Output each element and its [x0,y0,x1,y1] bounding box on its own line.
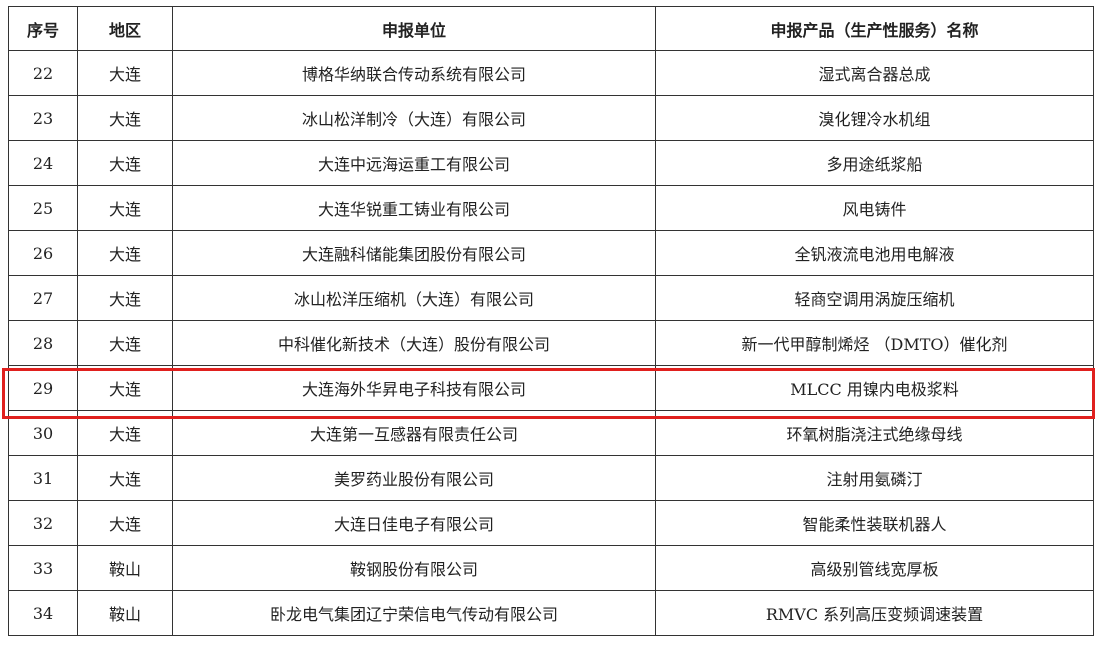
cell-index: 28 [8,320,78,366]
cell-region: 鞍山 [77,545,173,591]
table-header-row: 序号 地区 申报单位 申报产品（生产性服务）名称 [8,6,1094,51]
table-row: 27 大连 冰山松洋压缩机（大连）有限公司 轻商空调用涡旋压缩机 [8,275,1094,321]
cell-index: 27 [8,275,78,321]
cell-index: 32 [8,500,78,546]
cell-product: MLCC 用镍内电极浆料 [655,365,1094,411]
cell-product: RMVC 系列高压变频调速装置 [655,590,1094,636]
cell-company: 大连日佳电子有限公司 [172,500,656,546]
cell-index: 29 [8,365,78,411]
table-row: 31 大连 美罗药业股份有限公司 注射用氨磷汀 [8,455,1094,501]
cell-company: 美罗药业股份有限公司 [172,455,656,501]
cell-company: 鞍钢股份有限公司 [172,545,656,591]
table-row: 30 大连 大连第一互感器有限责任公司 环氧树脂浇注式绝缘母线 [8,410,1094,456]
cell-product: 全钒液流电池用电解液 [655,230,1094,276]
cell-region: 大连 [77,365,173,411]
cell-index: 24 [8,140,78,186]
table-row: 24 大连 大连中远海运重工有限公司 多用途纸浆船 [8,140,1094,186]
cell-region: 大连 [77,140,173,186]
header-region: 地区 [77,6,173,51]
cell-region: 大连 [77,230,173,276]
cell-company: 大连海外华昇电子科技有限公司 [172,365,656,411]
cell-company: 冰山松洋压缩机（大连）有限公司 [172,275,656,321]
table-row: 22 大连 博格华纳联合传动系统有限公司 湿式离合器总成 [8,50,1094,96]
cell-index: 25 [8,185,78,231]
header-company: 申报单位 [172,6,656,51]
cell-region: 大连 [77,275,173,321]
header-index: 序号 [8,6,78,51]
cell-region: 鞍山 [77,590,173,636]
cell-index: 23 [8,95,78,141]
table-row: 26 大连 大连融科储能集团股份有限公司 全钒液流电池用电解液 [8,230,1094,276]
cell-product: 多用途纸浆船 [655,140,1094,186]
cell-product: 溴化锂冷水机组 [655,95,1094,141]
cell-product: 轻商空调用涡旋压缩机 [655,275,1094,321]
cell-company: 冰山松洋制冷（大连）有限公司 [172,95,656,141]
cell-index: 26 [8,230,78,276]
table-row: 28 大连 中科催化新技术（大连）股份有限公司 新一代甲醇制烯烃 （DMTO）催化剂 [8,320,1094,366]
cell-index: 34 [8,590,78,636]
cell-region: 大连 [77,500,173,546]
cell-product: 高级别管线宽厚板 [655,545,1094,591]
table-row: 25 大连 大连华锐重工铸业有限公司 风电铸件 [8,185,1094,231]
cell-index: 22 [8,50,78,96]
header-product: 申报产品（生产性服务）名称 [655,6,1094,51]
cell-product: 智能柔性装联机器人 [655,500,1094,546]
table-row: 33 鞍山 鞍钢股份有限公司 高级别管线宽厚板 [8,545,1094,591]
cell-product: 风电铸件 [655,185,1094,231]
cell-company: 大连中远海运重工有限公司 [172,140,656,186]
cell-region: 大连 [77,50,173,96]
cell-company: 卧龙电气集团辽宁荣信电气传动有限公司 [172,590,656,636]
cell-company: 博格华纳联合传动系统有限公司 [172,50,656,96]
cell-index: 30 [8,410,78,456]
cell-index: 31 [8,455,78,501]
cell-region: 大连 [77,320,173,366]
table-row: 32 大连 大连日佳电子有限公司 智能柔性装联机器人 [8,500,1094,546]
cell-company: 中科催化新技术（大连）股份有限公司 [172,320,656,366]
table-row: 23 大连 冰山松洋制冷（大连）有限公司 溴化锂冷水机组 [8,95,1094,141]
cell-company: 大连融科储能集团股份有限公司 [172,230,656,276]
cell-product: 新一代甲醇制烯烃 （DMTO）催化剂 [655,320,1094,366]
cell-product: 湿式离合器总成 [655,50,1094,96]
cell-region: 大连 [77,455,173,501]
table-row: 29 大连 大连海外华昇电子科技有限公司 MLCC 用镍内电极浆料 [8,365,1094,411]
cell-company: 大连华锐重工铸业有限公司 [172,185,656,231]
cell-product: 注射用氨磷汀 [655,455,1094,501]
cell-product: 环氧树脂浇注式绝缘母线 [655,410,1094,456]
cell-region: 大连 [77,95,173,141]
cell-index: 33 [8,545,78,591]
cell-company: 大连第一互感器有限责任公司 [172,410,656,456]
enterprise-product-table: 序号 地区 申报单位 申报产品（生产性服务）名称 22 大连 博格华纳联合传动系统有… [8,6,1094,636]
cell-region: 大连 [77,410,173,456]
cell-region: 大连 [77,185,173,231]
table-row: 34 鞍山 卧龙电气集团辽宁荣信电气传动有限公司 RMVC 系列高压变频调速装置 [8,590,1094,636]
